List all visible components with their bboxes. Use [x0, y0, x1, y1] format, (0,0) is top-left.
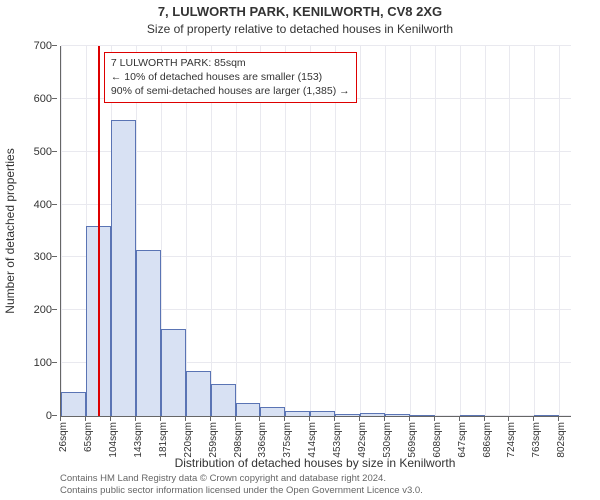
x-tick-mark	[85, 416, 86, 421]
footer-line-2: Contains public sector information licen…	[60, 485, 570, 497]
grid-v	[435, 46, 436, 416]
x-tick-mark	[359, 416, 360, 421]
x-tick-mark	[384, 416, 385, 421]
grid-v	[460, 46, 461, 416]
x-tick-mark	[185, 416, 186, 421]
chart-container: 7, LULWORTH PARK, KENILWORTH, CV8 2XG Si…	[0, 0, 600, 500]
histogram-bar	[186, 371, 211, 416]
x-tick-mark	[110, 416, 111, 421]
x-tick-label: 530sqm	[382, 422, 393, 458]
grid-h	[61, 151, 571, 152]
grid-h	[61, 204, 571, 205]
y-tick-mark	[52, 98, 57, 99]
x-tick-label: 336sqm	[257, 422, 268, 458]
x-tick-mark	[434, 416, 435, 421]
x-tick-label: 647sqm	[457, 422, 468, 458]
x-tick-label: 259sqm	[208, 422, 219, 458]
x-tick-label: 26sqm	[58, 422, 69, 452]
x-tick-mark	[284, 416, 285, 421]
y-tick-label: 700	[34, 40, 52, 52]
legend-line-1: 7 LULWORTH PARK: 85sqm	[111, 56, 350, 70]
marker-line	[98, 46, 100, 416]
grid-v	[485, 46, 486, 416]
chart-title-sub: Size of property relative to detached ho…	[0, 22, 600, 36]
histogram-bar	[260, 407, 285, 416]
x-tick-mark	[558, 416, 559, 421]
x-tick-mark	[235, 416, 236, 421]
grid-v	[509, 46, 510, 416]
x-axis-ticks: 26sqm 65sqm 104sqm 143sqm 181sqm 220sqm 259sqm…	[60, 416, 570, 456]
y-tick-label: 500	[34, 146, 52, 158]
x-tick-label: 181sqm	[158, 422, 169, 458]
x-tick-label: 569sqm	[407, 422, 418, 458]
grid-v	[534, 46, 535, 416]
y-tick-label: 300	[34, 251, 52, 263]
footer-line-1: Contains HM Land Registry data © Crown c…	[60, 473, 570, 485]
x-tick-label: 414sqm	[307, 422, 318, 458]
x-tick-label: 763sqm	[531, 422, 542, 458]
x-tick-label: 375sqm	[282, 422, 293, 458]
histogram-bar	[161, 329, 186, 416]
x-tick-mark	[459, 416, 460, 421]
x-tick-label: 492sqm	[357, 422, 368, 458]
grid-v	[61, 46, 62, 416]
x-tick-label: 686sqm	[482, 422, 493, 458]
footer-credits: Contains HM Land Registry data © Crown c…	[60, 473, 570, 497]
grid-v	[410, 46, 411, 416]
legend-line-2: ← 10% of detached houses are smaller (15…	[111, 70, 350, 84]
x-tick-label: 65sqm	[83, 422, 94, 452]
y-tick-mark	[52, 204, 57, 205]
x-tick-label: 453sqm	[332, 422, 343, 458]
y-axis-ticks: 0100200300400500600700	[0, 46, 56, 416]
y-tick-label: 400	[34, 199, 52, 211]
x-tick-label: 802sqm	[556, 422, 567, 458]
x-tick-mark	[533, 416, 534, 421]
y-tick-mark	[52, 151, 57, 152]
x-tick-label: 298sqm	[233, 422, 244, 458]
x-tick-label: 220sqm	[183, 422, 194, 458]
x-tick-mark	[60, 416, 61, 421]
x-tick-mark	[409, 416, 410, 421]
histogram-bar	[111, 120, 136, 416]
y-tick-mark	[52, 415, 57, 416]
histogram-bar	[61, 392, 86, 416]
x-axis-label: Distribution of detached houses by size …	[60, 456, 570, 470]
x-tick-mark	[135, 416, 136, 421]
histogram-bar	[136, 250, 160, 417]
x-tick-mark	[484, 416, 485, 421]
x-tick-mark	[160, 416, 161, 421]
grid-v	[559, 46, 560, 416]
grid-v	[360, 46, 361, 416]
y-tick-mark	[52, 45, 57, 46]
x-tick-mark	[508, 416, 509, 421]
histogram-bar	[211, 384, 236, 416]
x-tick-mark	[210, 416, 211, 421]
grid-v	[385, 46, 386, 416]
x-tick-label: 724sqm	[506, 422, 517, 458]
y-tick-mark	[52, 362, 57, 363]
y-tick-mark	[52, 256, 57, 257]
y-tick-label: 600	[34, 93, 52, 105]
y-tick-label: 0	[46, 410, 52, 422]
y-tick-label: 100	[34, 357, 52, 369]
chart-title-main: 7, LULWORTH PARK, KENILWORTH, CV8 2XG	[0, 4, 600, 19]
legend-box: 7 LULWORTH PARK: 85sqm ← 10% of detached…	[104, 52, 357, 103]
y-tick-mark	[52, 309, 57, 310]
x-tick-label: 143sqm	[133, 422, 144, 458]
grid-h	[61, 45, 571, 46]
histogram-bar	[236, 403, 260, 416]
x-tick-mark	[309, 416, 310, 421]
x-tick-label: 608sqm	[432, 422, 443, 458]
y-tick-label: 200	[34, 304, 52, 316]
x-tick-mark	[334, 416, 335, 421]
x-tick-mark	[259, 416, 260, 421]
x-tick-label: 104sqm	[108, 422, 119, 458]
legend-line-3: 90% of semi-detached houses are larger (…	[111, 84, 350, 98]
